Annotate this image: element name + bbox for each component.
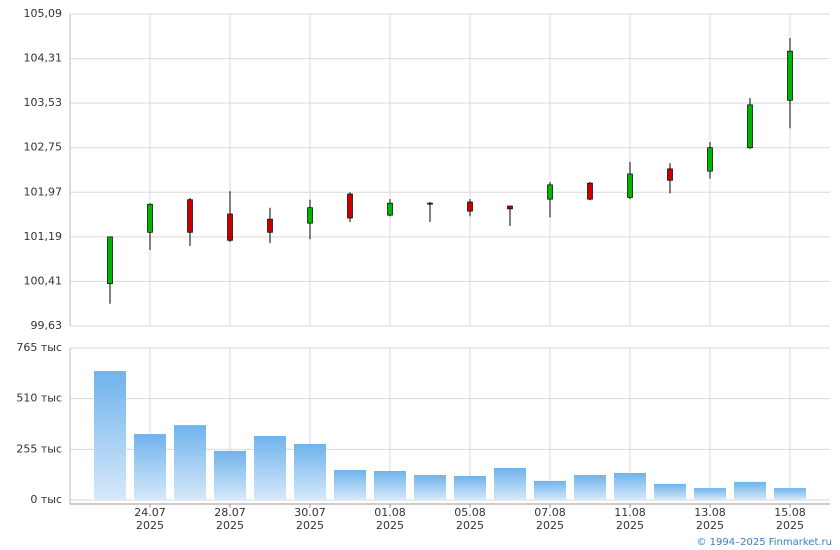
y-tick-label: 100,41	[24, 274, 63, 287]
candle-body	[787, 50, 793, 101]
y-tick-label: 101,97	[24, 185, 63, 198]
candle-body	[507, 205, 513, 210]
x-tick-label: 30.07	[294, 506, 326, 519]
x-tick-year: 2025	[696, 519, 724, 532]
candle-body	[547, 184, 553, 200]
volume-bar	[174, 425, 206, 500]
y-tick-label: 0 тыс	[30, 493, 62, 506]
y-tick-label: 105,09	[24, 7, 63, 20]
volume-bar	[214, 450, 246, 500]
volume-bar	[774, 488, 806, 500]
y-tick-label: 102,75	[24, 141, 63, 154]
candle-body	[387, 202, 393, 216]
candle-body	[707, 147, 713, 172]
candle-body	[667, 168, 673, 181]
candle-body	[267, 218, 273, 233]
x-tick-label: 13.08	[694, 506, 726, 519]
volume-bar	[654, 483, 686, 500]
candle-body	[147, 203, 153, 233]
x-tick-year: 2025	[296, 519, 324, 532]
y-tick-label: 101,19	[24, 230, 63, 243]
volume-bar	[494, 468, 526, 500]
candle-body	[467, 201, 473, 212]
volume-bar	[614, 472, 646, 500]
x-tick-year: 2025	[376, 519, 404, 532]
candle-body	[587, 182, 593, 200]
candle-body	[427, 202, 433, 205]
volume-bar	[454, 475, 486, 500]
volume-bar	[94, 371, 126, 500]
x-tick-label: 24.07	[134, 506, 166, 519]
y-tick-label: 104,31	[24, 52, 63, 65]
y-tick-label: 103,53	[24, 96, 63, 109]
x-tick-label: 15.08	[774, 506, 806, 519]
volume-bar	[134, 434, 166, 500]
volume-bar	[294, 443, 326, 500]
x-tick-year: 2025	[216, 519, 244, 532]
x-tick-label: 01.08	[374, 506, 406, 519]
footer: © 1994–2025 Finmarket.ru	[696, 537, 832, 548]
volume-bar	[694, 488, 726, 500]
y-tick-label: 510 тыс	[16, 392, 62, 405]
volume-bar	[574, 474, 606, 500]
x-tick-year: 2025	[536, 519, 564, 532]
y-tick-label: 255 тыс	[16, 442, 62, 455]
candle-body	[227, 213, 233, 241]
volume-bar	[254, 436, 286, 500]
y-tick-label: 765 тыс	[16, 341, 62, 354]
x-tick-label: 28.07	[214, 506, 246, 519]
candle-body	[307, 207, 313, 224]
volume-bar	[374, 470, 406, 500]
volume-bar	[334, 469, 366, 500]
candle-body	[347, 193, 353, 219]
candle-body	[627, 173, 633, 198]
x-tick-label: 07.08	[534, 506, 566, 519]
x-tick-year: 2025	[776, 519, 804, 532]
candle-body	[107, 236, 113, 285]
x-tick-year: 2025	[616, 519, 644, 532]
volume-bar	[414, 474, 446, 500]
y-tick-label: 99,63	[31, 319, 63, 332]
x-tick-label: 05.08	[454, 506, 486, 519]
candle-body	[747, 104, 753, 149]
x-tick-label: 11.08	[614, 506, 646, 519]
volume-bar	[734, 481, 766, 500]
volume-bar	[534, 480, 566, 500]
x-tick-year: 2025	[136, 519, 164, 532]
x-tick-year: 2025	[456, 519, 484, 532]
candle-body	[187, 199, 193, 233]
